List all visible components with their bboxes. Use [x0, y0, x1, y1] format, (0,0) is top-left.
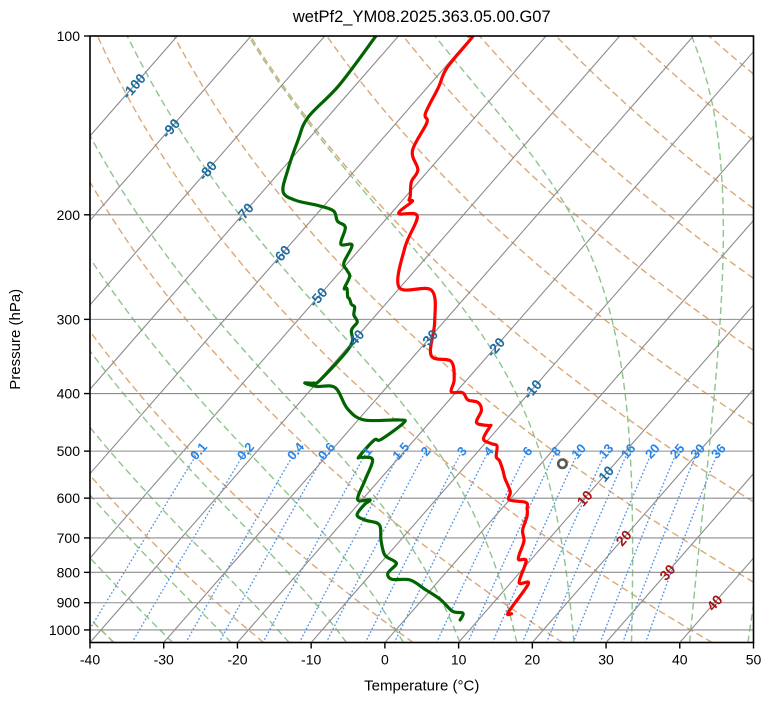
svg-text:-40: -40 — [80, 652, 100, 668]
svg-text:200: 200 — [57, 207, 81, 223]
svg-text:50: 50 — [746, 652, 762, 668]
svg-text:900: 900 — [57, 595, 81, 611]
svg-text:20: 20 — [525, 652, 541, 668]
svg-text:300: 300 — [57, 311, 81, 327]
svg-text:-20: -20 — [227, 652, 247, 668]
svg-text:-10: -10 — [301, 652, 321, 668]
svg-text:wetPf2_YM08.2025.363.05.00.G07: wetPf2_YM08.2025.363.05.00.G07 — [292, 8, 551, 26]
svg-text:400: 400 — [57, 386, 81, 402]
svg-text:700: 700 — [57, 530, 81, 546]
svg-text:100: 100 — [57, 28, 81, 44]
svg-text:-30: -30 — [154, 652, 174, 668]
svg-text:30: 30 — [598, 652, 614, 668]
svg-text:0: 0 — [381, 652, 389, 668]
svg-text:40: 40 — [672, 652, 688, 668]
svg-text:600: 600 — [57, 490, 81, 506]
svg-text:800: 800 — [57, 564, 81, 580]
svg-text:500: 500 — [57, 443, 81, 459]
svg-text:Temperature (°C): Temperature (°C) — [364, 678, 479, 695]
svg-text:10: 10 — [451, 652, 467, 668]
svg-text:1000: 1000 — [49, 622, 80, 638]
svg-text:Pressure (hPa): Pressure (hPa) — [7, 289, 24, 390]
